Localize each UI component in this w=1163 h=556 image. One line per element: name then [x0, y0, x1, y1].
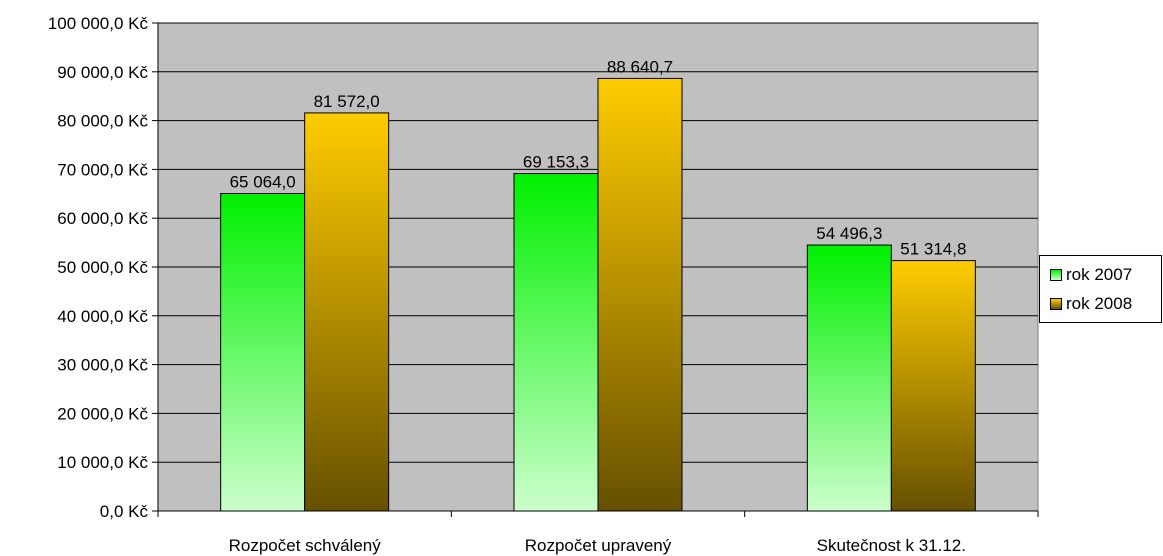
y-tick-label: 20 000,0 Kč: [57, 404, 148, 423]
data-label: 88 640,7: [607, 57, 673, 76]
data-label: 51 314,8: [900, 240, 966, 259]
x-tick-label: Rozpočet schválený: [229, 536, 382, 555]
bar: [890, 260, 976, 512]
legend-swatch-2008: [1050, 298, 1062, 310]
y-tick-label: 80 000,0 Kč: [57, 112, 148, 131]
data-label: 69 153,3: [523, 153, 589, 172]
x-tick-label: Rozpočet upravený: [525, 536, 672, 555]
axes: 0,0 Kč 10 000,0 Kč 20 000,0 Kč 30 000,0 Kč 4…: [48, 14, 1039, 555]
data-labels: 65 064,0 81 572,0 69 153,3 88 640,7 54 496,3…: [230, 57, 967, 258]
bar: [513, 173, 599, 512]
y-tick-label: 90 000,0 Kč: [57, 63, 148, 82]
data-label: 54 496,3: [816, 224, 882, 243]
y-tick-label: 0,0 Kč: [100, 502, 149, 521]
y-tick-label: 40 000,0 Kč: [57, 307, 148, 326]
legend-item-2007: rok 2007: [1050, 265, 1132, 285]
y-tick-label: 60 000,0 Kč: [57, 209, 148, 228]
legend-swatch-2007: [1050, 269, 1062, 281]
y-tick-label: 10 000,0 Kč: [57, 453, 148, 472]
data-label: 81 572,0: [314, 92, 380, 111]
y-tick-label: 30 000,0 Kč: [57, 356, 148, 375]
legend-item-2008: rok 2008: [1050, 294, 1132, 314]
x-tick-label: Skutečnost k 31.12.: [817, 536, 966, 555]
legend: rok 2007 rok 2008: [1039, 255, 1162, 323]
data-label: 65 064,0: [230, 172, 296, 191]
y-tick-label: 70 000,0 Kč: [57, 160, 148, 179]
bar: [220, 192, 306, 512]
bar: [597, 77, 683, 512]
y-tick-label: 100 000,0 Kč: [48, 14, 149, 33]
y-tick-label: 50 000,0 Kč: [57, 258, 148, 277]
legend-label-2007: rok 2007: [1066, 265, 1133, 284]
bar: [304, 112, 390, 512]
legend-label-2008: rok 2008: [1066, 294, 1133, 313]
bar: [806, 244, 892, 512]
